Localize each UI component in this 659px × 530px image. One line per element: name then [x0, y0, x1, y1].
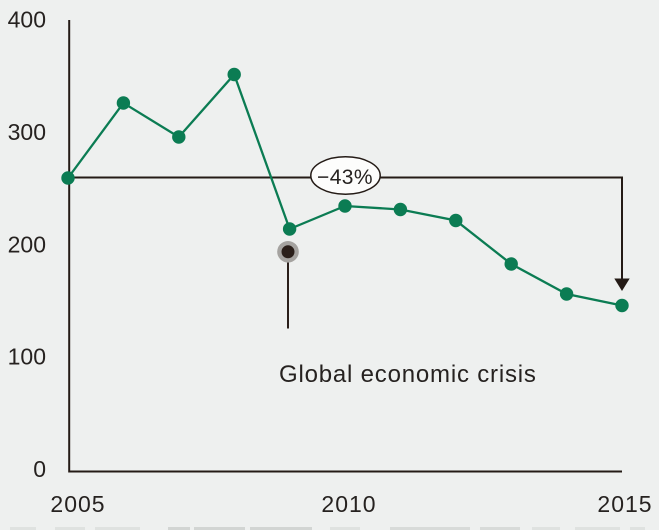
- svg-text:−43%: −43%: [317, 166, 373, 189]
- svg-text:2005: 2005: [50, 491, 105, 517]
- svg-text:100: 100: [8, 344, 46, 370]
- svg-text:2010: 2010: [321, 491, 376, 517]
- svg-text:200: 200: [8, 232, 46, 258]
- svg-text:2015: 2015: [597, 491, 652, 517]
- svg-text:Global economic crisis: Global economic crisis: [279, 361, 537, 388]
- svg-text:400: 400: [8, 7, 46, 33]
- svg-text:0: 0: [33, 456, 46, 482]
- svg-text:300: 300: [8, 119, 46, 145]
